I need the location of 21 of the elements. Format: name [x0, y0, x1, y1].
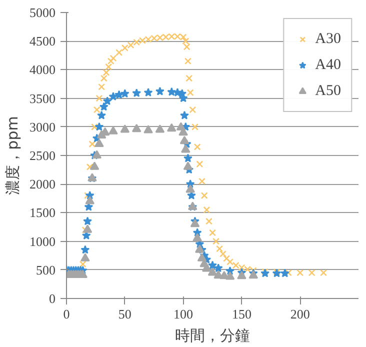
x-tick-label: 100: [174, 306, 194, 322]
y-axis-title: 濃度，ppm: [4, 116, 22, 195]
y-tick-label: 3000: [30, 119, 56, 134]
x-tick-label: 200: [290, 306, 310, 322]
x-tick-label: 150: [232, 306, 252, 322]
legend-label: A50: [315, 82, 341, 100]
y-tick-label: 0: [49, 291, 56, 306]
y-tick-label: 3500: [30, 90, 56, 106]
y-tick-label: 4500: [30, 34, 56, 49]
y-tick-label: 2500: [30, 148, 56, 163]
y-tick-label: 1000: [30, 234, 56, 249]
y-tick-label: 4000: [30, 62, 56, 78]
y-tick-label: 500: [36, 262, 56, 278]
legend-label: A40: [315, 56, 341, 74]
x-tick-label: 50: [118, 306, 132, 322]
y-tick-label: 2000: [30, 176, 56, 192]
x-axis-title: 時間，分鐘: [175, 326, 250, 344]
x-tick-label: 0: [63, 306, 70, 322]
y-tick-label: 5000: [30, 5, 56, 20]
legend-label: A30: [315, 30, 341, 48]
y-tick-label: 1500: [30, 205, 56, 220]
